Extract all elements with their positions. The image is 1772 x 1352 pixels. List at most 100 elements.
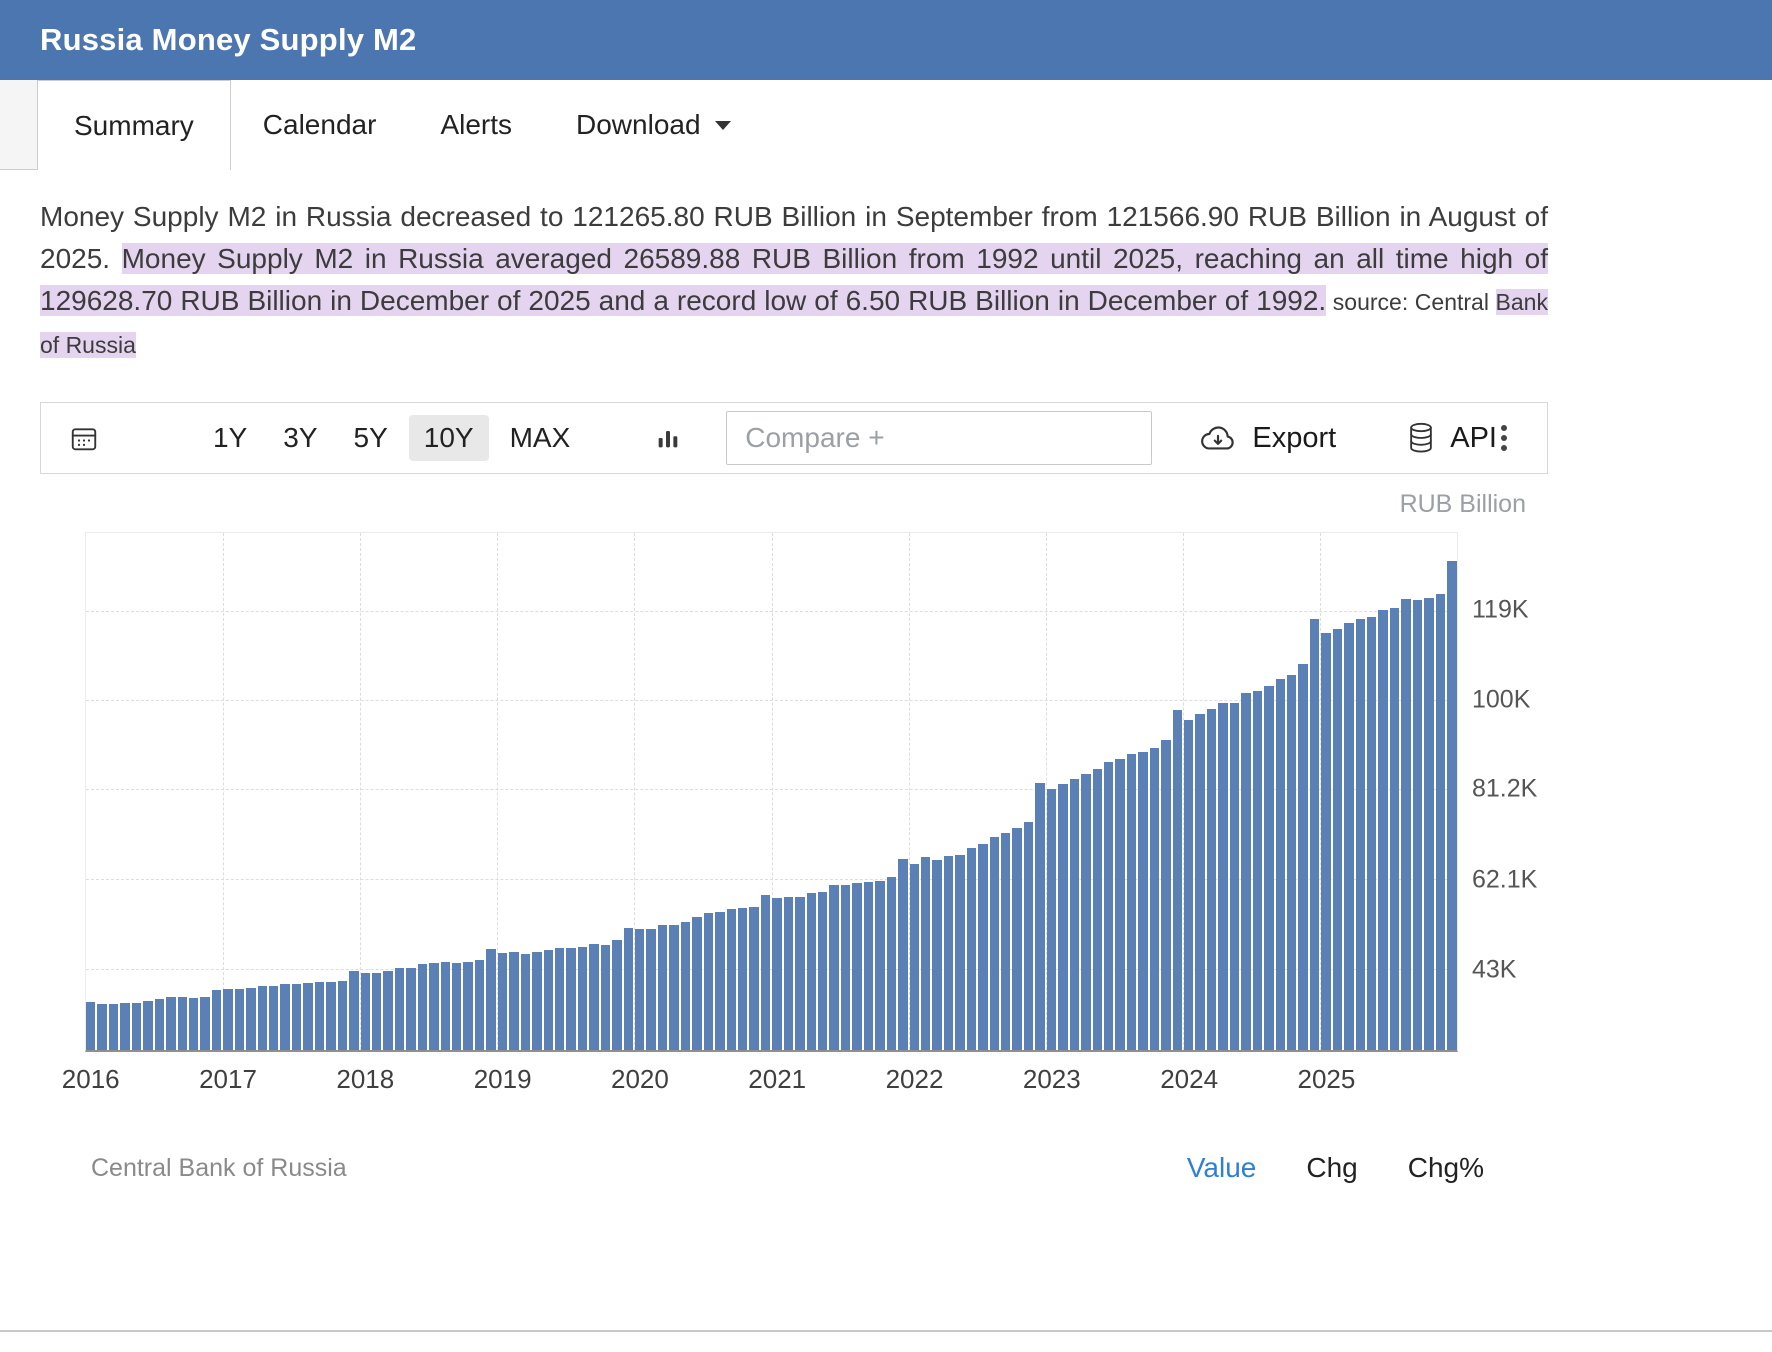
bar[interactable] xyxy=(1412,600,1423,1050)
bar[interactable] xyxy=(932,860,942,1050)
bar[interactable] xyxy=(1389,608,1400,1050)
bar[interactable] xyxy=(223,989,233,1050)
bar[interactable] xyxy=(978,843,988,1050)
bar[interactable] xyxy=(1035,783,1045,1050)
range-button-10y[interactable]: 10Y xyxy=(408,415,489,461)
bar[interactable] xyxy=(1264,685,1274,1050)
bar[interactable] xyxy=(1424,597,1434,1050)
bar[interactable] xyxy=(1149,748,1160,1050)
tab-summary[interactable]: Summary xyxy=(37,80,231,170)
bar[interactable] xyxy=(1275,678,1285,1050)
bar[interactable] xyxy=(1435,593,1446,1050)
bar[interactable] xyxy=(1115,758,1125,1050)
bar[interactable] xyxy=(520,953,531,1050)
bar[interactable] xyxy=(1252,691,1263,1050)
bar[interactable] xyxy=(795,896,805,1050)
bar[interactable] xyxy=(1367,617,1377,1050)
bar[interactable] xyxy=(646,929,656,1050)
bar[interactable] xyxy=(200,996,210,1050)
bar[interactable] xyxy=(257,986,267,1050)
range-button-5y[interactable]: 5Y xyxy=(353,422,388,453)
bar[interactable] xyxy=(211,990,222,1050)
bar[interactable] xyxy=(1058,783,1068,1050)
bar[interactable] xyxy=(955,855,965,1050)
bar[interactable] xyxy=(349,971,359,1050)
bar[interactable] xyxy=(143,1000,153,1050)
bar[interactable] xyxy=(1092,768,1102,1050)
bar[interactable] xyxy=(452,962,462,1050)
tab-download[interactable]: Download xyxy=(544,80,763,170)
bar[interactable] xyxy=(760,894,771,1050)
api-button[interactable]: API xyxy=(1406,422,1497,455)
bar[interactable] xyxy=(589,943,599,1050)
bar[interactable] xyxy=(86,1002,96,1050)
bar[interactable] xyxy=(1309,618,1320,1050)
bar[interactable] xyxy=(566,948,576,1050)
bar[interactable] xyxy=(291,983,302,1050)
bar[interactable] xyxy=(177,997,187,1050)
bar[interactable] xyxy=(108,1004,119,1050)
bar[interactable] xyxy=(360,973,370,1050)
bar[interactable] xyxy=(1378,610,1388,1050)
bar[interactable] xyxy=(463,962,473,1050)
bar[interactable] xyxy=(120,1003,130,1050)
bar[interactable] xyxy=(1069,779,1080,1050)
bar[interactable] xyxy=(543,950,553,1050)
bar[interactable] xyxy=(703,913,714,1050)
bar[interactable] xyxy=(1046,788,1057,1050)
bar[interactable] xyxy=(280,984,290,1050)
bar-chart-icon[interactable] xyxy=(654,424,682,452)
bar[interactable] xyxy=(406,967,416,1050)
bar[interactable] xyxy=(1344,622,1354,1050)
bar[interactable] xyxy=(829,885,839,1050)
bar[interactable] xyxy=(863,882,874,1050)
bar[interactable] xyxy=(1321,632,1331,1050)
bar[interactable] xyxy=(417,964,428,1050)
bar[interactable] xyxy=(1241,692,1251,1050)
bar[interactable] xyxy=(337,980,348,1050)
bar[interactable] xyxy=(749,906,759,1050)
tab-alerts[interactable]: Alerts xyxy=(408,80,544,170)
bar[interactable] xyxy=(486,949,496,1050)
bar[interactable] xyxy=(269,985,279,1050)
view-chgpct[interactable]: Chg% xyxy=(1407,1152,1484,1183)
bar[interactable] xyxy=(1332,628,1343,1050)
more-options-button[interactable] xyxy=(1497,417,1511,459)
bar[interactable] xyxy=(1195,714,1205,1050)
bar[interactable] xyxy=(383,971,393,1050)
view-value[interactable]: Value xyxy=(1186,1152,1257,1183)
bar[interactable] xyxy=(657,924,668,1050)
bar[interactable] xyxy=(303,982,313,1050)
bar[interactable] xyxy=(131,1002,142,1050)
bar[interactable] xyxy=(1012,827,1022,1050)
range-button-1y[interactable]: 1Y xyxy=(213,422,248,453)
bar[interactable] xyxy=(623,927,633,1050)
bar[interactable] xyxy=(1103,761,1114,1050)
bar[interactable] xyxy=(852,883,862,1050)
bar[interactable] xyxy=(737,908,748,1050)
bar[interactable] xyxy=(509,952,519,1050)
bar[interactable] xyxy=(715,911,725,1050)
bar[interactable] xyxy=(898,859,908,1050)
bar[interactable] xyxy=(1286,674,1297,1050)
export-button[interactable]: Export xyxy=(1198,422,1336,455)
bar[interactable] xyxy=(909,863,919,1050)
bar[interactable] xyxy=(314,982,325,1050)
bar[interactable] xyxy=(1172,709,1182,1050)
bar[interactable] xyxy=(943,856,954,1050)
range-button-3y[interactable]: 3Y xyxy=(283,422,318,453)
bar[interactable] xyxy=(188,997,199,1050)
bar[interactable] xyxy=(680,922,691,1050)
bar[interactable] xyxy=(1138,751,1148,1050)
compare-input[interactable] xyxy=(726,411,1153,465)
bar[interactable] xyxy=(1218,702,1228,1050)
bar[interactable] xyxy=(474,959,485,1050)
bar[interactable] xyxy=(1401,598,1411,1050)
bar[interactable] xyxy=(246,987,256,1050)
bar[interactable] xyxy=(1355,619,1365,1050)
bar[interactable] xyxy=(234,988,245,1050)
bar[interactable] xyxy=(669,924,679,1050)
bar[interactable] xyxy=(612,940,622,1050)
bar[interactable] xyxy=(371,973,382,1050)
bar[interactable] xyxy=(806,893,816,1050)
